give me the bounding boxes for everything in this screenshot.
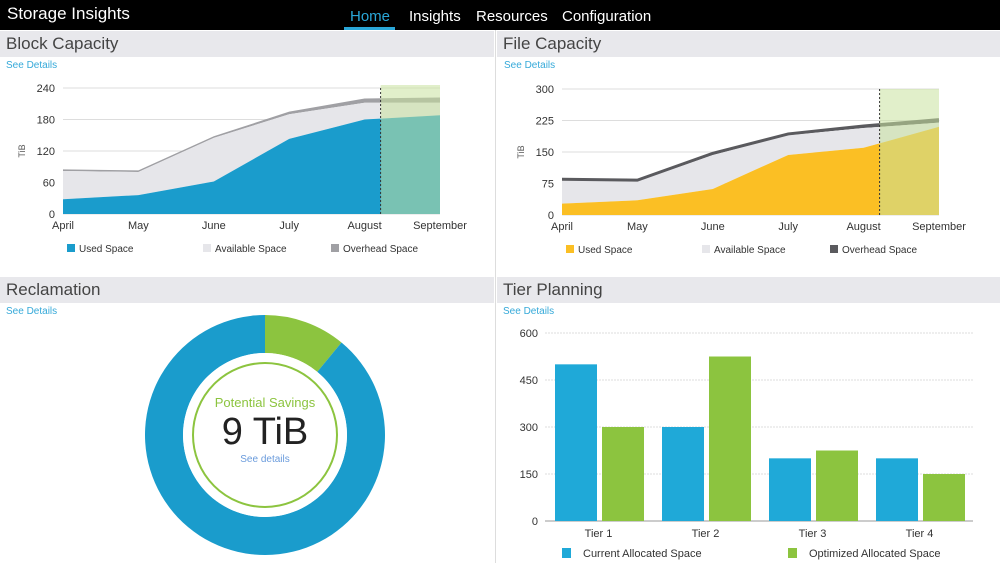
block-used-area	[63, 115, 440, 214]
tier-bar-optimized	[923, 474, 965, 521]
tier-bar-optimized	[816, 450, 858, 521]
tab-insights[interactable]: Insights	[409, 8, 461, 25]
block-forecast-region	[380, 85, 440, 214]
file-y-tick: 225	[536, 116, 554, 128]
block-see-details-link[interactable]: See Details	[6, 60, 58, 71]
tier-y-tick: 300	[520, 422, 538, 434]
donut-see-details-link[interactable]: See details	[240, 454, 290, 465]
file-overhead-line	[561, 118, 940, 182]
block-x-tick: June	[202, 220, 226, 232]
file-capacity-title: File Capacity	[497, 31, 1000, 57]
block-x-tick: April	[52, 220, 74, 232]
tier-bar-optimized	[709, 356, 751, 521]
tier-y-tick: 0	[532, 516, 538, 528]
savings-ring	[192, 362, 338, 508]
file-y-tick: 300	[536, 84, 554, 96]
file-y-axis-label: TiB	[516, 145, 526, 158]
tier-y-tick: 600	[520, 328, 538, 340]
file-used-area	[562, 126, 939, 215]
block-legend-swatch	[67, 244, 75, 252]
potential-savings-label: Potential Savings	[214, 395, 316, 410]
block-legend-swatch	[203, 244, 211, 252]
tier-x-tick: Tier 2	[692, 528, 720, 540]
block-x-tick: July	[279, 220, 299, 232]
donut-hole	[183, 353, 347, 517]
file-see-details-link[interactable]: See Details	[504, 60, 556, 71]
block-available-area	[63, 102, 440, 200]
tab-resources[interactable]: Resources	[476, 8, 548, 25]
tier-legend-swatch	[788, 548, 797, 558]
file-x-tick: April	[551, 221, 573, 233]
reclamation-title: Reclamation	[0, 277, 494, 303]
block-y-tick: 240	[37, 83, 55, 95]
potential-savings-value: 9 TiB	[221, 411, 309, 453]
file-legend-swatch	[566, 245, 574, 253]
tab-configuration[interactable]: Configuration	[562, 8, 652, 25]
tier-bar-current	[769, 458, 811, 521]
block-y-tick: 0	[49, 209, 55, 221]
donut-slice-allocated	[145, 315, 385, 556]
block-y-tick: 60	[43, 178, 55, 190]
tier-legend-swatch	[562, 548, 571, 558]
file-x-tick: May	[627, 221, 648, 233]
file-available-area	[562, 122, 939, 204]
tier-x-tick: Tier 1	[585, 528, 613, 540]
reclamation-see-details-link[interactable]: See Details	[6, 306, 58, 317]
file-x-tick: August	[846, 221, 880, 233]
donut-slice-potential-savings	[265, 315, 342, 372]
file-y-tick: 75	[542, 179, 554, 191]
donut-center: Potential Savings 9 TiB See details	[195, 395, 335, 465]
tier-legend-label: Optimized Allocated Space	[809, 548, 940, 560]
block-y-axis-label: TiB	[17, 144, 27, 157]
tier-x-tick: Tier 3	[799, 528, 827, 540]
file-legend-label: Overhead Space	[842, 245, 917, 256]
tier-legend-label: Current Allocated Space	[583, 548, 702, 560]
file-x-tick: June	[701, 221, 725, 233]
block-x-tick: September	[413, 220, 467, 232]
tier-bar-current	[555, 364, 597, 521]
file-forecast-region	[879, 89, 939, 215]
file-y-tick: 150	[536, 147, 554, 159]
tier-bar-current	[876, 458, 918, 521]
file-legend-label: Available Space	[714, 245, 786, 256]
file-y-tick: 0	[548, 210, 554, 222]
file-x-tick: July	[778, 221, 798, 233]
tier-y-tick: 450	[520, 375, 538, 387]
file-legend-swatch	[830, 245, 838, 253]
block-legend-label: Used Space	[79, 244, 134, 255]
app-title: Storage Insights	[7, 4, 130, 23]
active-tab-indicator	[344, 27, 395, 30]
tier-bar-current	[662, 427, 704, 521]
top-bar: Storage Insights Home Insights Resources…	[0, 0, 1000, 30]
block-legend-swatch	[331, 244, 339, 252]
block-legend-label: Overhead Space	[343, 244, 418, 255]
block-y-tick: 180	[37, 115, 55, 127]
block-y-tick: 120	[37, 146, 55, 158]
block-capacity-title: Block Capacity	[0, 31, 494, 57]
file-legend-swatch	[702, 245, 710, 253]
tier-bar-optimized	[602, 427, 644, 521]
tier-y-tick: 150	[520, 469, 538, 481]
file-x-tick: September	[912, 221, 966, 233]
block-legend-label: Available Space	[215, 244, 287, 255]
file-legend-label: Used Space	[578, 245, 633, 256]
tier-planning-title: Tier Planning	[497, 277, 1000, 303]
tier-x-tick: Tier 4	[906, 528, 934, 540]
block-x-tick: May	[128, 220, 149, 232]
tab-home[interactable]: Home	[350, 8, 391, 25]
tier-see-details-link[interactable]: See Details	[503, 306, 555, 317]
block-x-tick: August	[347, 220, 381, 232]
panel-divider	[495, 30, 496, 563]
